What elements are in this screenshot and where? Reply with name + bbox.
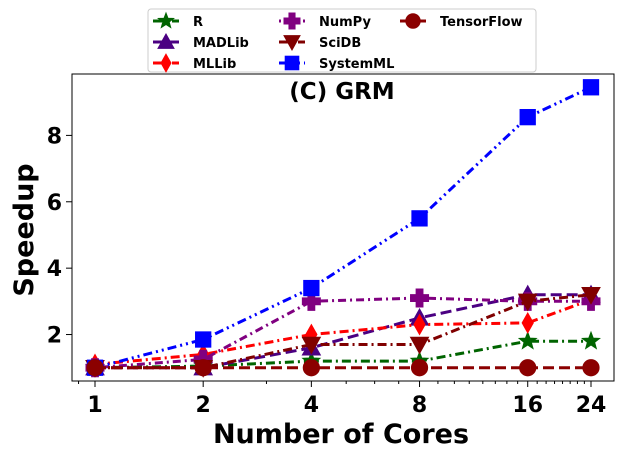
legend-marker-r [157, 11, 175, 29]
legend-marker-mllib [160, 53, 172, 73]
legend-label-madlib: MADLib [193, 36, 249, 51]
x-tick-label: 1 [87, 393, 102, 418]
legend-label-r: R [193, 15, 203, 30]
x-tick-label: 16 [512, 393, 543, 418]
data-point-mllib [413, 313, 426, 336]
data-point-tensorflow [194, 359, 212, 377]
y-axis-title: Speedup [9, 163, 40, 296]
data-point-tensorflow [86, 359, 104, 377]
data-point-mllib [521, 312, 534, 334]
x-tick-label: 4 [304, 393, 319, 418]
data-point-r [581, 330, 601, 350]
y-tick-label: 8 [47, 124, 62, 149]
legend-marker-tensorflow [405, 13, 421, 29]
x-tick-label: 8 [412, 393, 427, 418]
x-tick-label: 2 [196, 393, 211, 418]
y-tick-label: 2 [47, 324, 62, 349]
data-point-tensorflow [410, 359, 429, 377]
legend-label-scidb: SciDB [319, 36, 361, 51]
y-tick-label: 4 [47, 257, 62, 282]
data-point-scidb [301, 336, 322, 355]
data-point-tensorflow [519, 359, 537, 377]
legend-marker-systemml [284, 55, 300, 71]
legend-label-numpy: NumPy [319, 15, 371, 30]
data-point-systemml [582, 79, 600, 96]
series-line-numpy [94, 296, 591, 370]
data-point-scidb [517, 293, 538, 312]
legend: R MADLib MLLib NumPy SciDB SystemML TensorFlow [147, 8, 537, 73]
y-tick-label: 6 [47, 191, 62, 216]
data-point-scidb [409, 336, 430, 355]
chart-title: (C) GRM [289, 79, 394, 105]
legend-marker-numpy [283, 12, 301, 30]
legend-label-mllib: MLLib [193, 57, 236, 72]
series-line-mllib [94, 298, 592, 366]
data-point-systemml [519, 108, 536, 126]
data-point-numpy [410, 288, 430, 308]
legend-label-tensorflow: TensorFlow [440, 15, 523, 30]
legend-box [147, 8, 537, 73]
data-point-systemml [411, 210, 428, 227]
data-point-tensorflow [302, 359, 320, 377]
series-line-systemml [94, 85, 592, 370]
data-point-numpy [301, 291, 321, 311]
data-point-systemml [195, 331, 212, 348]
x-axis-title: Number of Cores [213, 419, 469, 450]
legend-marker-scidb [283, 35, 301, 52]
legend-label-systemml: SystemML [319, 57, 394, 72]
x-tick-label: 24 [576, 393, 607, 418]
plot-frame [71, 73, 615, 382]
legend-marker-madlib [157, 32, 175, 49]
data-point-scidb [581, 287, 601, 305]
data-point-tensorflow [582, 359, 600, 377]
data-point-systemml [303, 279, 320, 297]
data-point-r [517, 330, 538, 350]
